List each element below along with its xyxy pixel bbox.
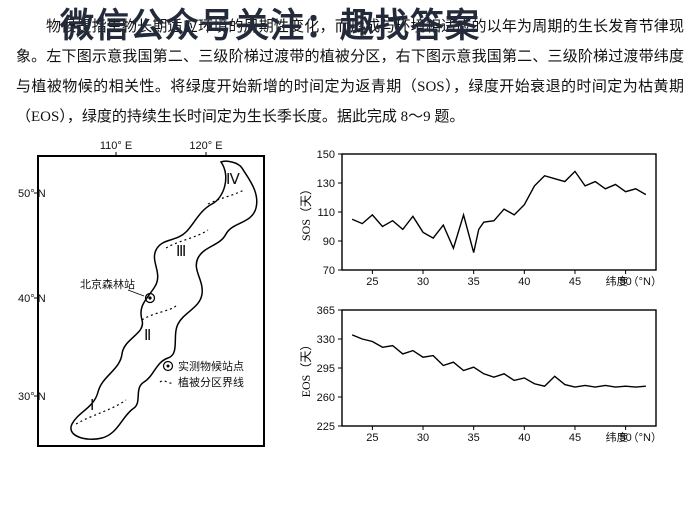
lat-tick-40: 40° N: [18, 293, 46, 305]
svg-text:25: 25: [366, 276, 378, 288]
eos-chart: 225260295330365253035404550纬度（°N）EOS（天）: [296, 302, 666, 452]
svg-text:35: 35: [468, 432, 480, 444]
svg-text:225: 225: [317, 421, 335, 433]
svg-text:70: 70: [323, 265, 335, 277]
svg-text:295: 295: [317, 363, 335, 375]
svg-text:45: 45: [569, 276, 581, 288]
figures-row: 110° E 120° E 50° N 40° N 30° N Ⅰ Ⅱ Ⅲ Ⅳ: [16, 138, 684, 458]
svg-text:纬度（°N）: 纬度（°N）: [606, 274, 662, 288]
region-i: Ⅰ: [90, 398, 94, 414]
region-iii: Ⅲ: [176, 244, 186, 260]
svg-text:纬度（°N）: 纬度（°N）: [606, 430, 662, 444]
legend-point-label: 实测物候站点: [178, 359, 244, 373]
svg-text:330: 330: [317, 334, 335, 346]
legend-line-label: 植被分区界线: [178, 375, 244, 389]
question-stem: 物候是指生物长期适应环境的周期性变化，而形成与环境相适应的以年为周期的生长发育节…: [16, 12, 684, 132]
svg-text:110: 110: [317, 207, 335, 219]
svg-text:90: 90: [323, 236, 335, 248]
svg-text:35: 35: [468, 276, 480, 288]
svg-text:25: 25: [366, 432, 378, 444]
svg-text:40: 40: [518, 276, 530, 288]
lat-tick-50: 50° N: [18, 188, 46, 200]
svg-text:SOS（天）: SOS（天）: [299, 183, 313, 241]
map-legend: 实测物候站点 植被分区界线: [160, 359, 244, 389]
svg-text:260: 260: [317, 392, 335, 404]
lon-tick-110: 110° E: [100, 140, 132, 152]
svg-text:EOS（天）: EOS（天）: [299, 339, 313, 398]
svg-text:130: 130: [317, 178, 335, 190]
belt-outline: [71, 161, 257, 439]
map-figure: 110° E 120° E 50° N 40° N 30° N Ⅰ Ⅱ Ⅲ Ⅳ: [16, 138, 284, 458]
svg-text:365: 365: [317, 305, 335, 317]
lat-tick-30: 30° N: [18, 391, 46, 403]
svg-text:30: 30: [417, 432, 429, 444]
region-ii: Ⅱ: [144, 328, 151, 344]
svg-text:30: 30: [417, 276, 429, 288]
svg-text:150: 150: [317, 149, 335, 161]
svg-text:45: 45: [569, 432, 581, 444]
station-label: 北京森林站: [80, 277, 135, 291]
region-iv: Ⅳ: [226, 172, 240, 188]
lon-tick-120: 120° E: [189, 140, 222, 152]
svg-text:40: 40: [518, 432, 530, 444]
sos-chart: 7090110130150253035404550纬度（°N）SOS（天）: [296, 146, 666, 296]
